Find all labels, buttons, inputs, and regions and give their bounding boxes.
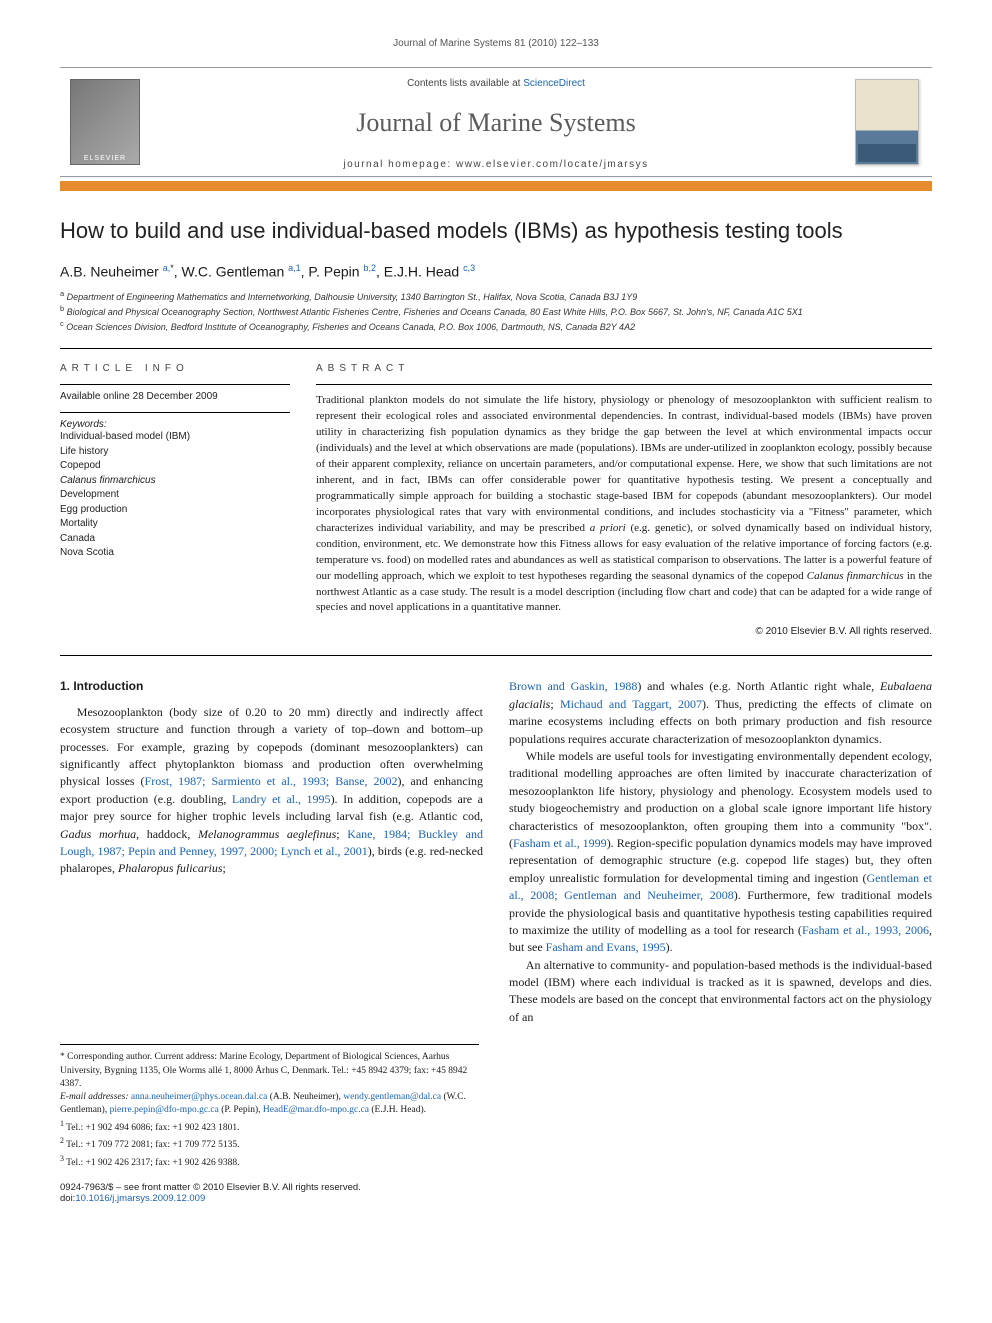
abstract-text: Traditional plankton models do not simul… — [316, 393, 932, 616]
contents-line: Contents lists available at ScienceDirec… — [154, 78, 838, 89]
orange-divider-bar — [60, 181, 932, 191]
info-abstract-row: ARTICLE INFO Available online 28 Decembe… — [60, 349, 932, 655]
abstract-head: ABSTRACT — [316, 363, 932, 374]
affiliation-c: c Ocean Sciences Division, Bedford Insti… — [60, 319, 932, 334]
journal-banner: ELSEVIER Contents lists available at Sci… — [60, 67, 932, 177]
authors-line: A.B. Neuheimer a,*, W.C. Gentleman a,1, … — [60, 263, 932, 280]
body-para: Mesozooplankton (body size of 0.20 to 20… — [60, 704, 483, 878]
keyword: Mortality — [60, 517, 290, 532]
keyword: Canada — [60, 532, 290, 547]
contents-prefix: Contents lists available at — [407, 78, 523, 89]
keywords-head: Keywords: — [60, 419, 290, 430]
available-online: Available online 28 December 2009 — [60, 391, 290, 402]
info-rule-2 — [60, 412, 290, 413]
body-two-column: 1. Introduction Mesozooplankton (body si… — [60, 678, 932, 1026]
affiliation-b: b Biological and Physical Oceanography S… — [60, 304, 932, 319]
affiliations-block: a Department of Engineering Mathematics … — [60, 289, 932, 334]
keyword: Nova Scotia — [60, 546, 290, 561]
article-info-col: ARTICLE INFO Available online 28 Decembe… — [60, 363, 290, 637]
keyword: Individual-based model (IBM) — [60, 430, 290, 445]
page-root: Journal of Marine Systems 81 (2010) 122–… — [0, 0, 992, 1234]
affiliation-a: a Department of Engineering Mathematics … — [60, 289, 932, 304]
bottom-bar: 0924-7963/$ – see front matter © 2010 El… — [60, 1182, 932, 1204]
doi-link[interactable]: 10.1016/j.jmarsys.2009.12.009 — [75, 1193, 205, 1204]
email-line: E-mail addresses: anna.neuheimer@phys.oc… — [60, 1091, 479, 1118]
keyword: Egg production — [60, 503, 290, 518]
keyword: Copepod — [60, 459, 290, 474]
email-label: E-mail addresses: — [60, 1092, 131, 1102]
abstract-copyright: © 2010 Elsevier B.V. All rights reserved… — [316, 626, 932, 637]
homepage-url[interactable]: www.elsevier.com/locate/jmarsys — [456, 159, 649, 170]
footnote-2: 2 Tel.: +1 709 772 2081; fax: +1 709 772… — [60, 1135, 479, 1152]
body-para: While models are useful tools for invest… — [509, 748, 932, 957]
article-title: How to build and use individual-based mo… — [60, 217, 932, 245]
cover-thumb-block — [842, 68, 932, 176]
journal-cover-thumb — [855, 79, 919, 165]
publisher-name: ELSEVIER — [84, 155, 126, 164]
doi-line: doi:10.1016/j.jmarsys.2009.12.009 — [60, 1193, 361, 1204]
article-info-head: ARTICLE INFO — [60, 363, 290, 374]
section-1-head: 1. Introduction — [60, 678, 483, 695]
doi-prefix: doi: — [60, 1193, 75, 1204]
info-rule — [60, 384, 290, 385]
bottom-left: 0924-7963/$ – see front matter © 2010 El… — [60, 1182, 361, 1204]
homepage-line: journal homepage: www.elsevier.com/locat… — [154, 159, 838, 170]
footnotes-block: * Corresponding author. Current address:… — [60, 1044, 479, 1170]
keyword: Development — [60, 488, 290, 503]
keyword: Calanus finmarchicus — [60, 474, 290, 489]
abs-rule — [316, 384, 932, 385]
footnote-3: 3 Tel.: +1 902 426 2317; fax: +1 902 426… — [60, 1153, 479, 1170]
homepage-prefix: journal homepage: — [343, 159, 456, 170]
banner-center: Contents lists available at ScienceDirec… — [150, 68, 842, 176]
sciencedirect-link[interactable]: ScienceDirect — [523, 78, 585, 89]
elsevier-tree-logo: ELSEVIER — [70, 79, 140, 165]
body-para: Brown and Gaskin, 1988) and whales (e.g.… — [509, 678, 932, 748]
publisher-logo-block: ELSEVIER — [60, 68, 150, 176]
keywords-list: Individual-based model (IBM) Life histor… — [60, 430, 290, 561]
front-matter-line: 0924-7963/$ – see front matter © 2010 El… — [60, 1182, 361, 1193]
abstract-col: ABSTRACT Traditional plankton models do … — [316, 363, 932, 637]
running-head: Journal of Marine Systems 81 (2010) 122–… — [60, 38, 932, 49]
journal-name: Journal of Marine Systems — [154, 100, 838, 148]
corr-author-note: * Corresponding author. Current address:… — [60, 1051, 479, 1091]
keyword: Life history — [60, 445, 290, 460]
body-para: An alternative to community- and populat… — [509, 957, 932, 1027]
footnote-1: 1 Tel.: +1 902 494 6086; fax: +1 902 423… — [60, 1118, 479, 1135]
rule-mid — [60, 655, 932, 656]
